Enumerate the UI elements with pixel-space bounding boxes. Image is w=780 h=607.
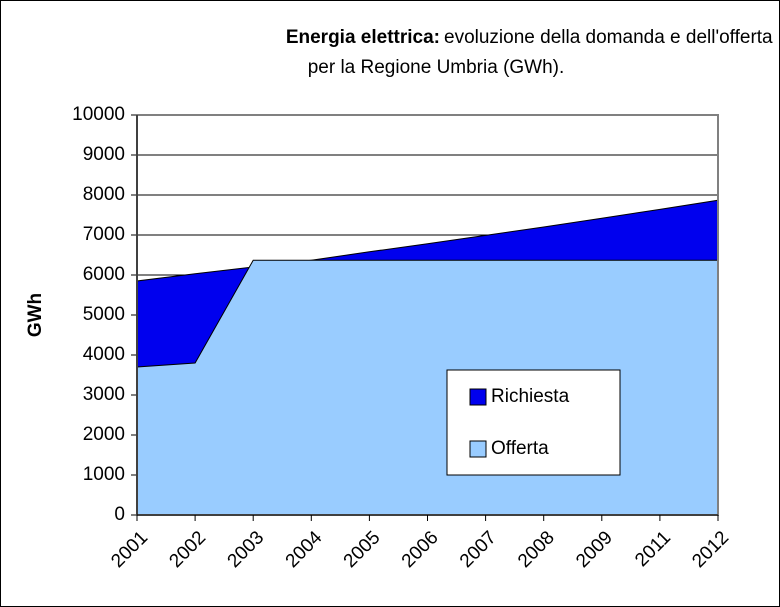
y-tick-label: 1000 (83, 464, 125, 485)
chart-title: evoluzione della domanda e dell'offerta (444, 27, 773, 48)
y-axis-label: GWh (25, 293, 46, 337)
y-tick-label: 6000 (83, 264, 125, 285)
y-tick-label: 5000 (83, 304, 125, 325)
legend-swatch (469, 440, 487, 458)
y-tick-label: 10000 (72, 104, 125, 125)
y-tick-label: 9000 (83, 144, 125, 165)
legend-label: Offerta (491, 438, 549, 459)
y-tick-label: 0 (114, 504, 125, 525)
y-tick-label: 8000 (83, 184, 125, 205)
y-tick-label: 2000 (83, 424, 125, 445)
y-tick-label: 7000 (83, 224, 125, 245)
legend-swatch (469, 388, 487, 406)
y-tick-label: 4000 (83, 344, 125, 365)
chart-title-lead: Energia elettrica: (286, 27, 440, 48)
chart-subtitle: per la Regione Umbria (GWh). (308, 57, 565, 78)
legend-label: Richiesta (491, 386, 570, 407)
y-tick-label: 3000 (83, 384, 125, 405)
